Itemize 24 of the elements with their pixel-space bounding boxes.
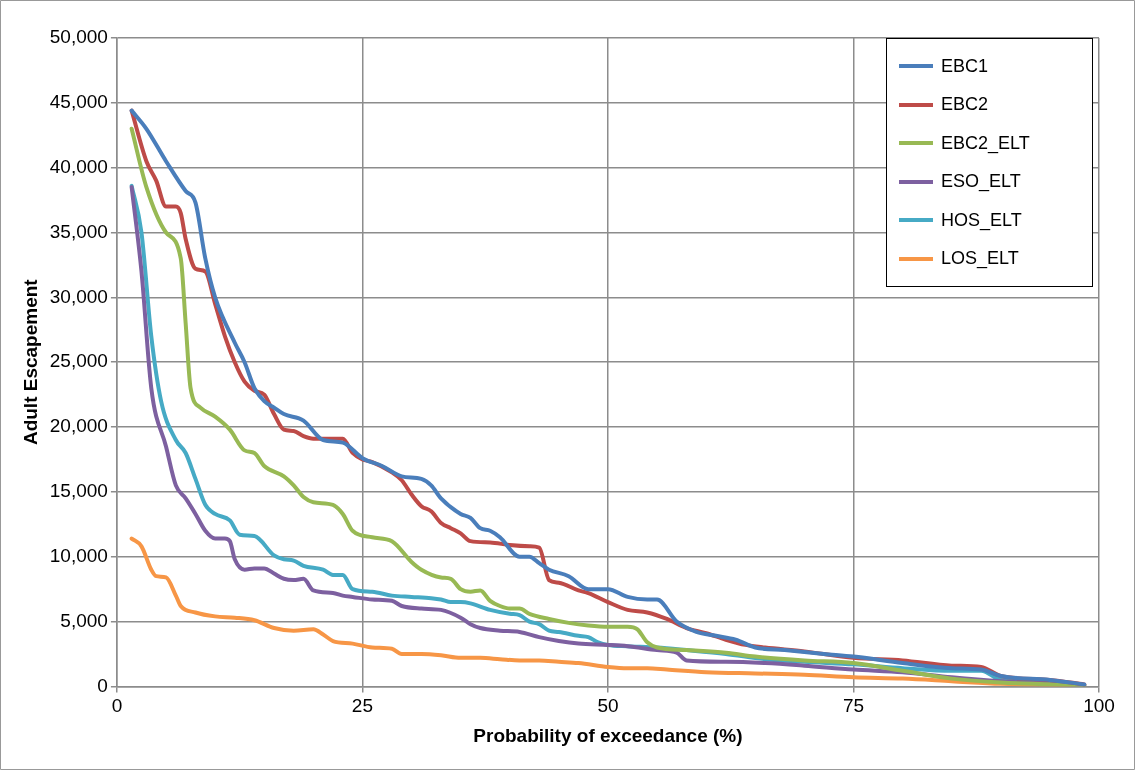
legend-label: EBC1 [941,55,989,77]
x-tick-label: 0 [111,695,123,717]
x-tick-label: 25 [351,695,374,717]
y-tick-label: 10,000 [49,544,108,566]
legend-label: LOS_ELT [941,248,1019,270]
y-tick-label: 0 [97,674,108,696]
y-tick-label: 20,000 [49,415,108,437]
y-tick-label: 25,000 [49,350,108,372]
legend-label: ESO_ELT [941,171,1021,193]
legend-label: EBC2_ELT [941,132,1030,154]
y-tick-label: 15,000 [49,480,108,502]
x-axis-title: Probability of exceedance (%) [473,724,743,746]
y-tick-label: 50,000 [49,26,108,48]
x-tick-label: 75 [842,695,865,717]
y-tick-label: 40,000 [49,155,108,177]
y-axis-title: Adult Escapement [19,278,41,446]
y-tick-label: 30,000 [49,285,108,307]
legend-label: HOS_ELT [941,209,1022,231]
y-tick-label: 35,000 [49,220,108,242]
legend-label: EBC2 [941,94,989,116]
y-tick-label: 5,000 [60,609,108,631]
y-tick-label: 45,000 [49,91,108,113]
x-tick-label: 100 [1083,695,1115,717]
x-tick-label: 50 [597,695,619,717]
